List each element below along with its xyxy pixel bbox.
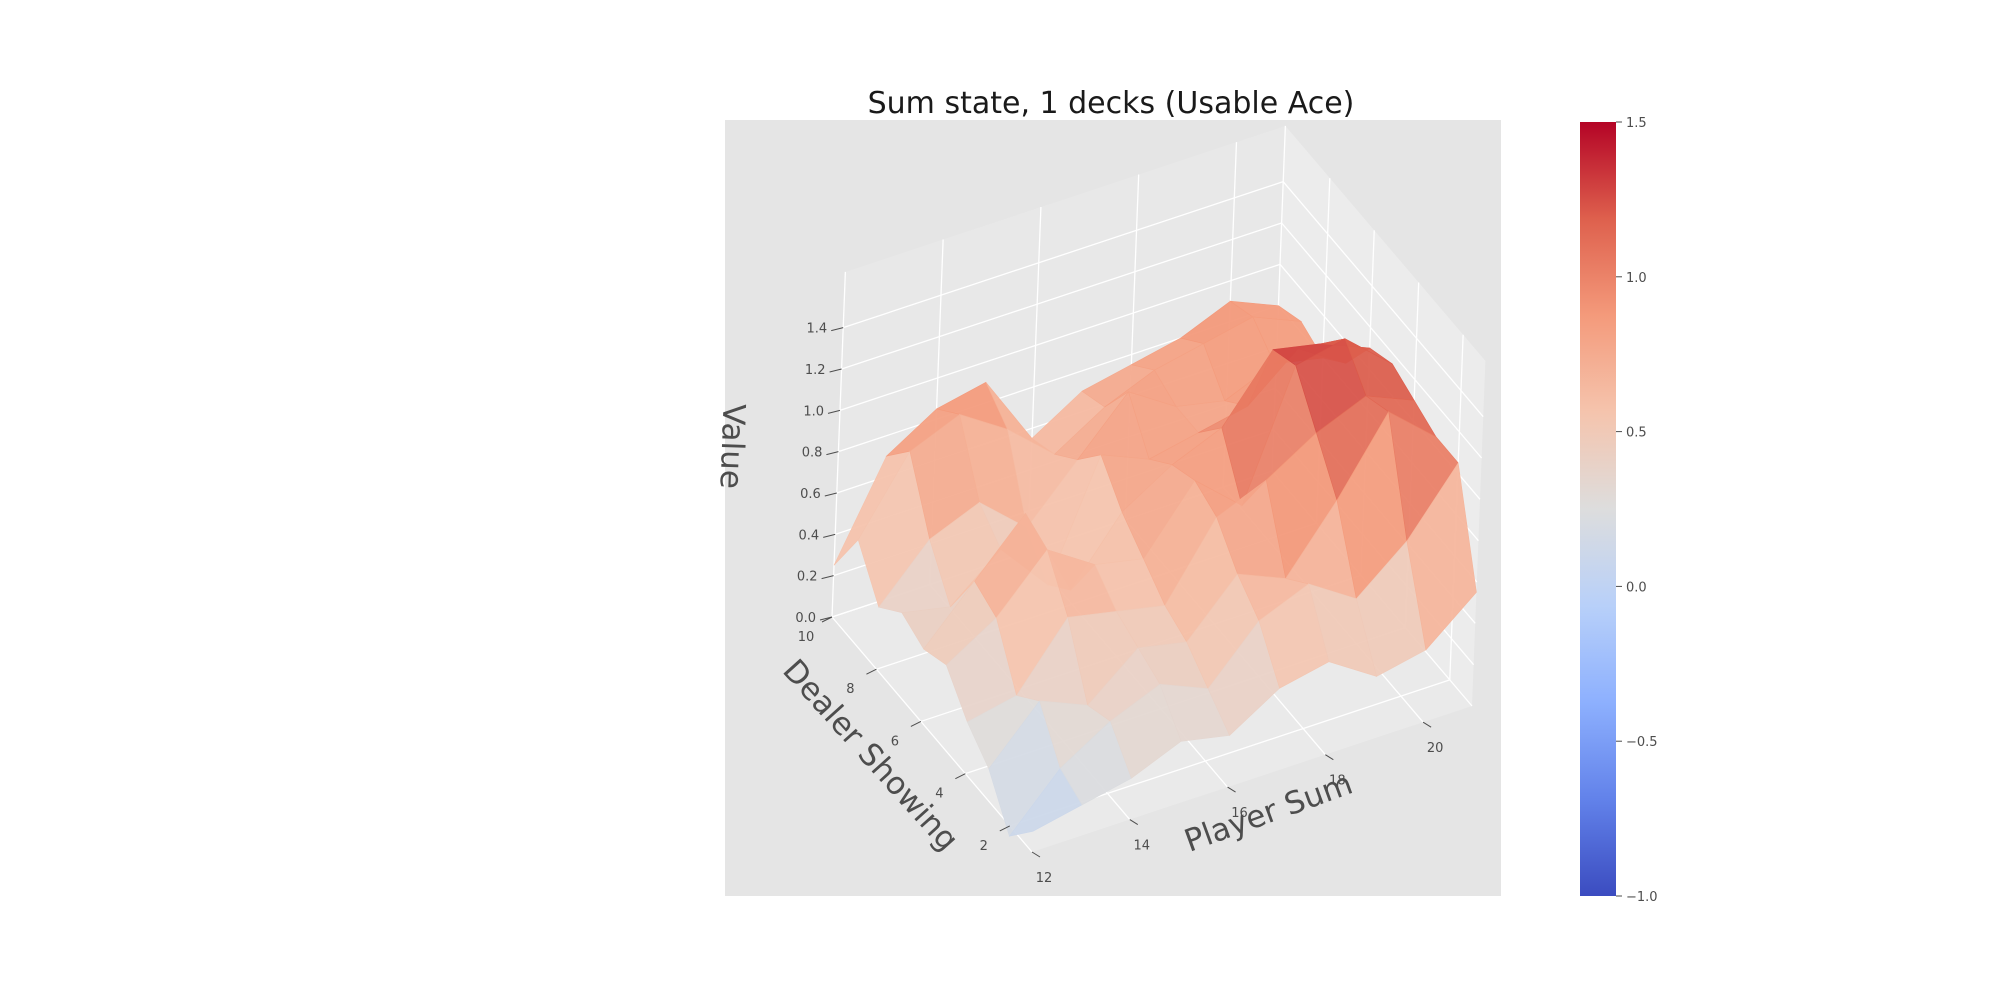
z-tick-label: 0.0 [795,611,816,626]
grid-line [831,271,847,618]
z-tick-mark [819,616,833,621]
x-tick-label: 20 [1427,741,1444,756]
z-tick-label: 1.0 [803,404,824,419]
grid-line [841,222,1282,370]
z-tick-label: 0.4 [799,528,820,543]
colorbar-tick-label: −0.5 [1626,735,1658,750]
colorbar-tick-label: 1.0 [1626,271,1647,286]
axis-ticks: 12 14 16 18 20 2 4 6 8 10 0.0 0.2 0.4 0.6 0.8 1.0 1.2 1.4 [795,322,1443,886]
y-tick-label: 6 [891,734,899,749]
chart-title: Sum state, 1 decks (Usable Ace) [868,86,1355,121]
z-tick-label: 1.2 [805,363,826,378]
z-tick-mark [824,492,837,497]
surface-plot [833,300,1477,837]
z-tick-label: 1.4 [807,322,828,337]
z-axis-label: Value [713,403,752,489]
y-tick-mark [866,668,877,675]
x-tick-label: 18 [1329,774,1346,789]
colorbar-tick-label: 0.5 [1626,426,1647,441]
x-tick-mark [1227,786,1236,793]
z-tick-label: 0.6 [800,487,821,502]
colorbar [1580,122,1616,896]
z-tick-label: 0.2 [797,570,818,585]
colorbar-ticks: −1.0 −0.5 0.0 0.5 1.0 1.5 [1616,116,1658,905]
y-tick-label: 4 [935,787,943,802]
grid-line [1282,181,1484,418]
surface-facet [1406,462,1477,651]
x-tick-mark [1031,851,1041,858]
colorbar-tick-label: 1.5 [1626,116,1647,131]
z-tick-mark [829,368,842,373]
x-tick-label: 16 [1231,806,1248,821]
grid-line [842,181,1284,329]
z-tick-mark [821,575,834,580]
grid-line [839,263,1281,411]
y-tick-mark [910,720,922,727]
x-tick-label: 14 [1134,839,1151,854]
y-tick-label: 8 [846,682,854,697]
grid-line [831,616,1033,853]
z-tick-mark [826,451,839,456]
x-tick-mark [1129,819,1139,825]
colorbar-tick-label: −1.0 [1626,890,1658,905]
y-tick-mark [955,773,966,780]
x-tick-label: 12 [1036,871,1053,886]
x-tick-mark [1325,754,1334,761]
grid-line [1281,222,1483,459]
z-tick-mark [827,409,841,414]
x-tick-mark [1422,721,1432,728]
y-tick-label: 10 [798,630,815,645]
y-tick-label: 2 [980,839,988,854]
z-tick-mark [831,327,844,332]
y-tick-mark [999,825,1011,832]
z-tick-label: 0.8 [802,446,823,461]
colorbar-tick-label: 0.0 [1626,580,1647,595]
z-tick-mark [823,533,836,538]
